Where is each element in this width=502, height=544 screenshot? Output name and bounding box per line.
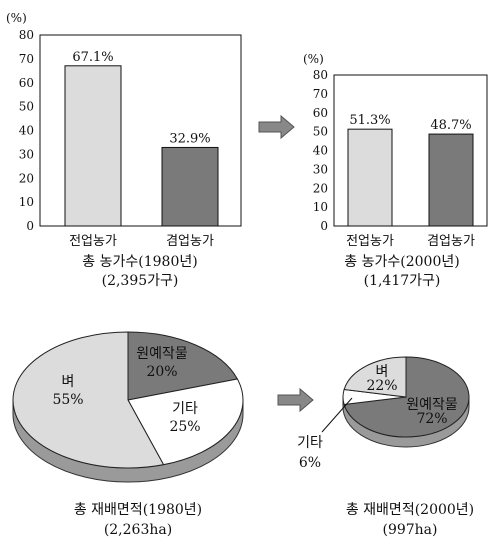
slice-value-label: 25% bbox=[169, 419, 200, 435]
slice-value-label: 20% bbox=[146, 364, 177, 380]
y-tick-label: 10 bbox=[313, 200, 328, 214]
y-tick-label: 40 bbox=[19, 124, 34, 138]
slice-value-label: 22% bbox=[366, 378, 397, 394]
category-label: 전업농가 bbox=[346, 234, 394, 249]
value-labels: 67.1% 32.9% bbox=[72, 50, 210, 147]
bars bbox=[64, 65, 219, 227]
arrow-right-bottom bbox=[277, 387, 314, 413]
y-axis-unit-label: (%) bbox=[303, 52, 324, 66]
caption-line-2: (2,263ha) bbox=[104, 522, 172, 538]
caption-line-2: (1,417가구) bbox=[364, 273, 441, 289]
bars bbox=[347, 128, 474, 227]
y-tick-label: 0 bbox=[26, 219, 34, 233]
slice-value-label: 6% bbox=[299, 455, 321, 471]
bar bbox=[64, 65, 122, 227]
caption-line-2: (2,395가구) bbox=[102, 273, 179, 289]
slice-name-label: 원예작물 bbox=[136, 346, 188, 362]
slice-name-label: 벼 bbox=[62, 374, 75, 390]
pie-slice bbox=[12, 331, 165, 469]
pie-slice bbox=[343, 356, 407, 398]
category-labels: 전업농가 겸업농가 bbox=[346, 234, 475, 249]
pie-slices bbox=[12, 331, 244, 469]
y-tick-label: 60 bbox=[19, 76, 34, 90]
slice-name-label: 기타 bbox=[297, 435, 323, 451]
y-tick-label: 70 bbox=[313, 87, 328, 101]
bar-chart-2000: (%) 0 10 20 30 40 50 60 70 80 51.3% 48.7% 전업농가 겸업농… bbox=[303, 52, 488, 289]
value-labels: 51.3% 48.7% bbox=[349, 113, 471, 133]
plot-frame bbox=[333, 74, 488, 227]
y-tick-label: 80 bbox=[313, 68, 328, 82]
y-tick-label: 60 bbox=[313, 106, 328, 120]
slice-labels: 원예작물 20% 기타 25% 벼 55% bbox=[52, 346, 200, 435]
bar-chart-1980: (%) 0 10 20 30 40 50 60 70 80 67.1% 32.9% 전업농가 겸업농… bbox=[6, 11, 242, 289]
caption-line-2: (997ha) bbox=[382, 522, 437, 538]
y-tick-label: 50 bbox=[19, 100, 34, 114]
pie-chart-1980: 원예작물 20% 기타 25% 벼 55% 총 재배면적(1980년) (2,263ha) bbox=[12, 331, 244, 538]
plot-frame bbox=[39, 34, 242, 227]
bar bbox=[161, 146, 219, 227]
pie-slice bbox=[127, 378, 244, 466]
data-label: 48.7% bbox=[430, 118, 471, 133]
y-tick-label: 0 bbox=[320, 219, 328, 233]
caption-line-1: 총 농가수(1980년) bbox=[82, 254, 197, 270]
y-tick-label: 30 bbox=[313, 162, 328, 176]
y-tick-label: 80 bbox=[19, 28, 34, 42]
y-tick-label: 20 bbox=[19, 171, 34, 185]
bar bbox=[347, 128, 393, 227]
slice-name-label: 벼 bbox=[376, 364, 389, 380]
y-tick-label: 10 bbox=[19, 195, 34, 209]
y-axis-unit-label: (%) bbox=[6, 11, 27, 25]
pie-slice bbox=[343, 356, 470, 438]
pie-slices bbox=[342, 356, 470, 438]
category-label: 겸업농가 bbox=[427, 234, 475, 249]
leader-line-gita bbox=[321, 397, 353, 433]
data-label: 32.9% bbox=[169, 131, 210, 146]
category-labels: 전업농가 겸업농가 bbox=[69, 234, 214, 249]
data-label: 51.3% bbox=[349, 113, 390, 128]
slice-value-label: 55% bbox=[52, 392, 83, 408]
slice-name-label: 원예작물 bbox=[406, 397, 458, 413]
slice-value-label: 72% bbox=[416, 411, 447, 427]
data-label: 67.1% bbox=[72, 50, 113, 65]
y-tick-label: 30 bbox=[19, 147, 34, 161]
arrow-right-top bbox=[258, 114, 295, 140]
y-axis-ticks: 0 10 20 30 40 50 60 70 80 bbox=[313, 68, 328, 233]
pie-slice bbox=[127, 331, 239, 401]
bar bbox=[428, 133, 474, 227]
y-axis-ticks: 0 10 20 30 40 50 60 70 80 bbox=[19, 28, 34, 233]
caption-line-1: 총 재배면적(1980년) bbox=[74, 502, 202, 518]
category-label: 전업농가 bbox=[69, 234, 117, 249]
y-tick-label: 50 bbox=[313, 125, 328, 139]
caption-line-1: 총 농가수(2000년) bbox=[344, 254, 459, 270]
y-tick-label: 40 bbox=[313, 144, 328, 158]
slice-name-label: 기타 bbox=[172, 401, 198, 417]
y-tick-label: 70 bbox=[19, 52, 34, 66]
caption-line-1: 총 재배면적(2000년) bbox=[346, 502, 474, 518]
y-tick-label: 20 bbox=[313, 181, 328, 195]
category-label: 겸업농가 bbox=[166, 234, 214, 249]
